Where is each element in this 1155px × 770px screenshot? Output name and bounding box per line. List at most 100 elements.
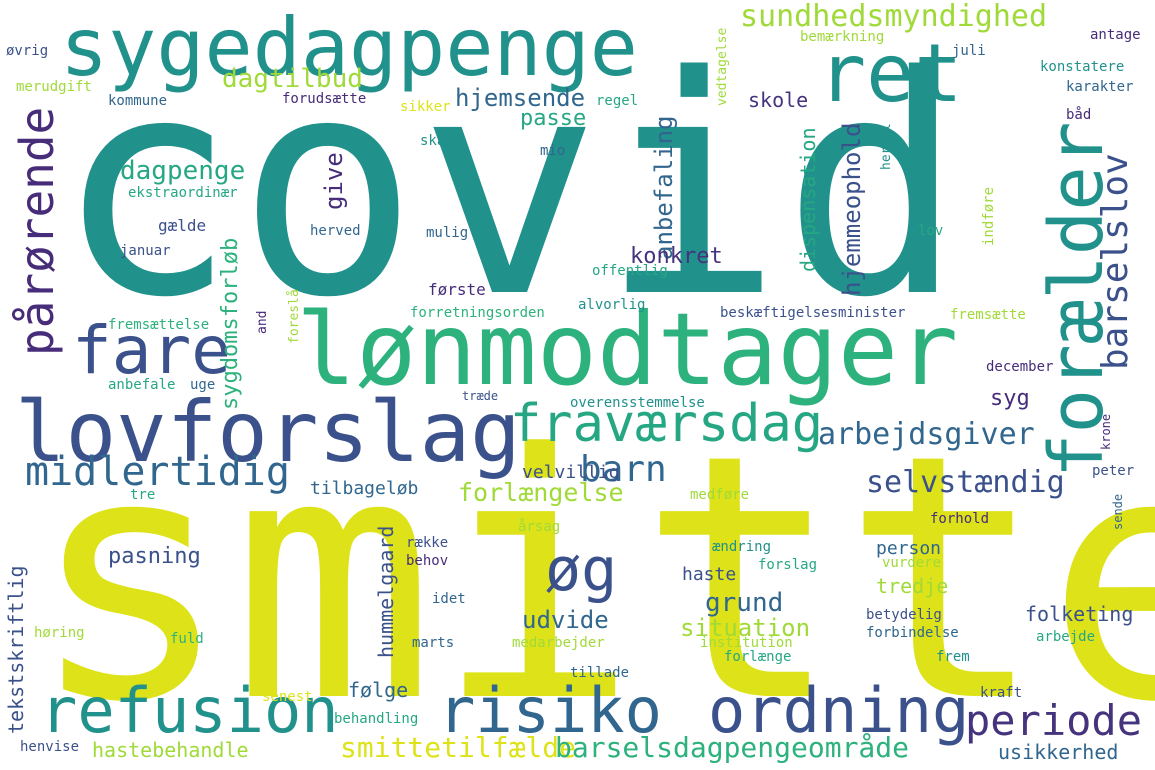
- word-sygdomsforlob: sygdomsforløb: [218, 237, 243, 410]
- word-dagtilbud: dagtilbud: [222, 64, 363, 94]
- word-parorende: pårørende: [10, 106, 64, 356]
- word-covid: covid: [55, 13, 965, 364]
- word-sikker: sikker: [400, 99, 451, 115]
- word-medarbejder: medarbejder: [512, 635, 605, 651]
- word-medfore: medføre: [690, 487, 750, 503]
- word-henvise: henvise: [20, 739, 80, 755]
- word-anbefaling: anbefaling: [650, 115, 678, 261]
- word-situation: situation: [680, 614, 811, 642]
- word-arbejde: arbejde: [1036, 629, 1096, 645]
- word-pasning: pasning: [108, 544, 201, 569]
- word-konstatere: konstatere: [1040, 59, 1125, 75]
- word-karakter: karakter: [1066, 79, 1134, 95]
- word-forudsaette: forudsætte: [282, 91, 367, 107]
- word-uge: uge: [190, 377, 216, 393]
- word-marts: marts: [412, 635, 455, 651]
- word-skat: skat: [420, 133, 454, 149]
- word-sygedagpenge: sygedagpenge: [60, 1, 638, 94]
- word-kommune: kommune: [108, 93, 168, 109]
- word-lovforslag: lovforslag: [15, 383, 521, 481]
- word-traede: træde: [462, 389, 499, 403]
- word-forretningsorden: forretningsorden: [410, 305, 545, 321]
- word-gaelde: gælde: [158, 216, 207, 235]
- word-peter: peter: [1092, 463, 1135, 479]
- word-fuld: fuld: [170, 631, 204, 647]
- word-and: and: [255, 310, 270, 334]
- word-tilbagelob: tilbageløb: [310, 478, 419, 499]
- word-syg: syg: [990, 386, 1030, 411]
- word-dispensation: dispensation: [796, 127, 820, 273]
- word-lov: lov: [918, 223, 944, 239]
- word-folketing: folketing: [1025, 602, 1134, 626]
- word-ovrig: øvrig: [6, 43, 49, 59]
- word-hjemsende: hjemsende: [455, 84, 586, 112]
- word-vurdere: vurdere: [882, 555, 942, 571]
- word-beskaeftigelsesminister: beskæftigelsesminister: [720, 305, 906, 321]
- word-januar: januar: [120, 243, 171, 259]
- word-tillade: tillade: [570, 665, 630, 681]
- word-barselslov: barselslov: [1095, 153, 1136, 370]
- word-haste: haste: [682, 564, 737, 585]
- word-idet: idet: [432, 591, 466, 607]
- word-frem: frem: [936, 649, 970, 665]
- word-sundhedsmyndighed: sundhedsmyndighed: [740, 0, 1048, 34]
- word-sende: sende: [1111, 493, 1125, 530]
- word-udvide: udvide: [522, 606, 609, 634]
- word-tre: tre: [130, 487, 156, 503]
- word-baad: båd: [1066, 107, 1092, 123]
- word-forlaengelse: forlængelse: [458, 478, 624, 507]
- word-smittetilfaelde: smittetilfælde: [340, 731, 577, 764]
- word-risiko: risiko: [438, 674, 662, 747]
- word-selvstaendig: selvstændig: [866, 465, 1065, 500]
- word-smitte: smitte: [28, 382, 1155, 770]
- word-raekke: række: [406, 535, 449, 551]
- word-kraft: kraft: [980, 685, 1023, 701]
- word-hastebehandle: hastebehandle: [92, 738, 249, 762]
- word-fare: fare: [72, 312, 231, 389]
- word-arbejdsgiver: arbejdsgiver: [818, 417, 1035, 452]
- word-mio: mio: [540, 143, 566, 159]
- word-passe: passe: [520, 106, 587, 131]
- word-grund: grund: [705, 588, 784, 618]
- word-forslag: forslag: [758, 557, 818, 573]
- word-ekstraordinaer: ekstraordinær: [128, 185, 238, 201]
- word-forlaenge: forlænge: [724, 649, 792, 665]
- word-lonmodtager: lønmodtager: [296, 291, 959, 408]
- word-midlertidig: midlertidig: [25, 449, 290, 495]
- word-folge: følge: [348, 678, 409, 702]
- word-og: øg: [545, 535, 618, 605]
- word-mulig: mulig: [426, 225, 469, 241]
- word-vedtagelse: vedtagelse: [715, 27, 730, 106]
- word-aendring: ændring: [712, 539, 772, 555]
- word-barselsdagpengeomraade: barselsdagpengeområde: [555, 731, 910, 764]
- word-fravaersdag: fraværsdag: [510, 394, 824, 454]
- word-behov: behov: [406, 553, 449, 569]
- word-merudgift: merudgift: [16, 79, 92, 95]
- word-barn: barn: [580, 449, 667, 490]
- word-alvorlig: alvorlig: [578, 297, 646, 313]
- word-regel: regel: [596, 93, 639, 109]
- word-forbindelse: forbindelse: [866, 625, 959, 641]
- word-skole: skole: [748, 88, 809, 112]
- word-anbefale: anbefale: [108, 377, 176, 393]
- word-fremsaette: fremsætte: [950, 307, 1026, 323]
- word-krone: krone: [1099, 413, 1113, 450]
- word-person: person: [876, 538, 942, 559]
- word-foreslaa: foreslå: [287, 289, 302, 344]
- word-fremsaettelse: fremsættelse: [108, 317, 210, 333]
- word-herved: herved: [310, 223, 361, 239]
- word-offentlig: offentlig: [592, 263, 668, 279]
- word-hjemmeophold: hjemmeophold: [838, 122, 866, 296]
- word-horing: høring: [34, 625, 85, 641]
- word-forhold: forhold: [930, 511, 990, 527]
- word-tekstskriftlig: tekstskriftlig: [4, 565, 28, 734]
- word-overensstemmelse: overensstemmelse: [570, 395, 705, 411]
- word-antage: antage: [1090, 27, 1141, 43]
- word-konkret: konkret: [630, 244, 723, 269]
- word-hummelgaard: hummelgaard: [374, 525, 398, 658]
- word-usikkerhed: usikkerhed: [998, 740, 1119, 764]
- word-behandling: behandling: [334, 711, 419, 727]
- word-senest: senest: [262, 689, 313, 705]
- word-indfore: indføre: [981, 186, 997, 246]
